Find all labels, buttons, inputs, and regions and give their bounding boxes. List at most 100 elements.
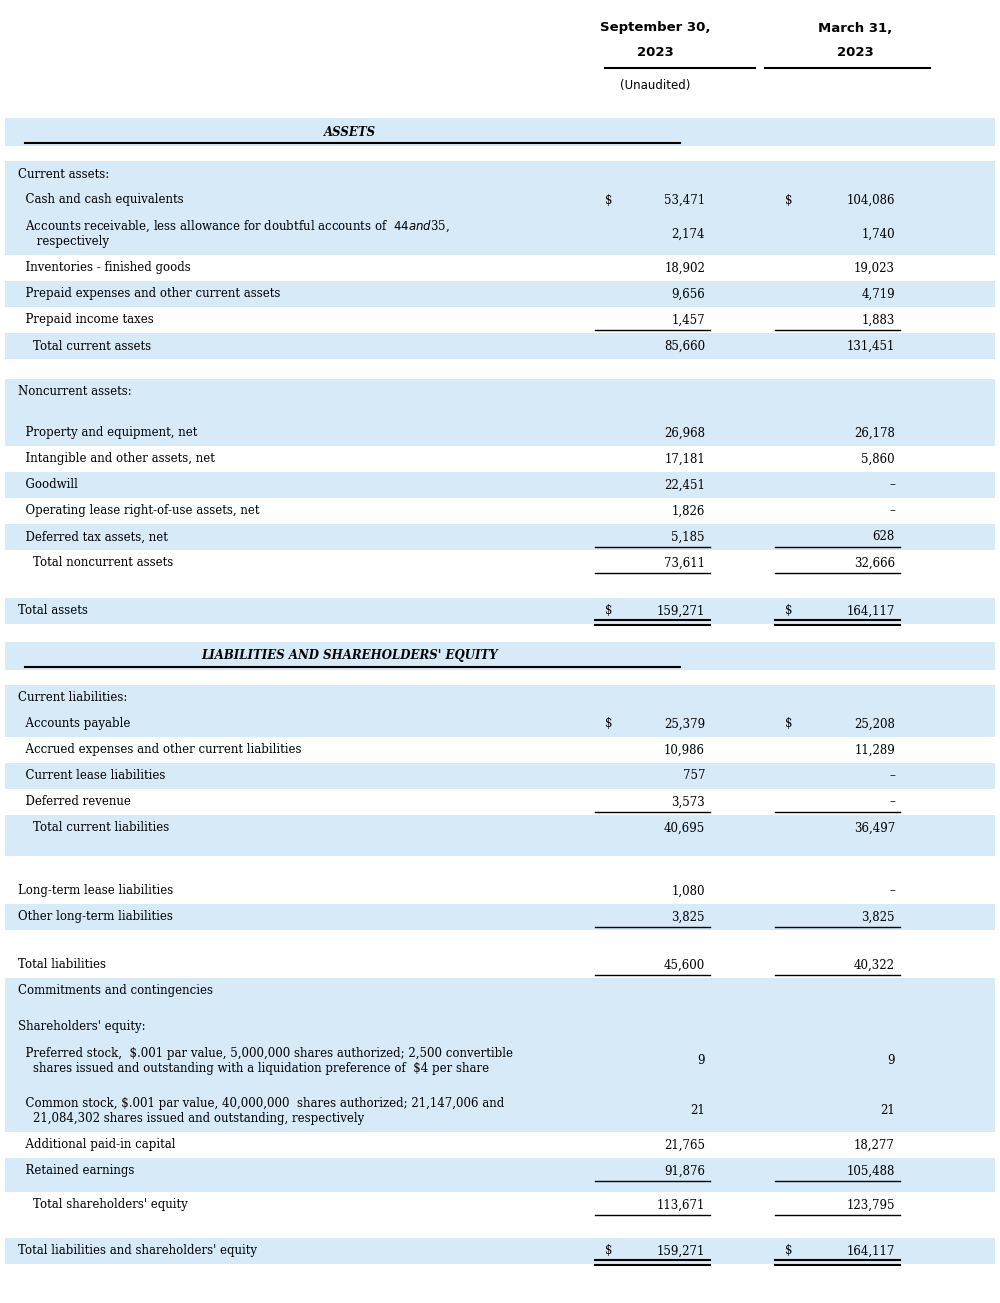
- Text: 164,117: 164,117: [847, 605, 895, 618]
- Text: 53,471: 53,471: [664, 194, 705, 206]
- Text: 4,719: 4,719: [861, 288, 895, 301]
- Text: 18,902: 18,902: [664, 262, 705, 275]
- Text: 5,185: 5,185: [672, 530, 705, 543]
- Text: 25,208: 25,208: [854, 718, 895, 731]
- Bar: [5, 524, 995, 550]
- Text: September 30,: September 30,: [600, 22, 710, 34]
- Text: 131,451: 131,451: [847, 340, 895, 353]
- Text: Noncurrent assets:: Noncurrent assets:: [18, 386, 132, 399]
- Text: 628: 628: [873, 530, 895, 543]
- Text: 11,289: 11,289: [854, 744, 895, 757]
- Text: 19,023: 19,023: [854, 262, 895, 275]
- Text: $: $: [785, 605, 792, 618]
- Text: 26,178: 26,178: [854, 426, 895, 439]
- Bar: [5, 764, 995, 790]
- Text: 21: 21: [880, 1105, 895, 1118]
- Text: Additional paid-in capital: Additional paid-in capital: [18, 1139, 176, 1152]
- Text: Inventories - finished goods: Inventories - finished goods: [18, 262, 191, 275]
- Text: 123,795: 123,795: [846, 1199, 895, 1212]
- Text: 5,860: 5,860: [861, 452, 895, 465]
- Text: 1,457: 1,457: [671, 314, 705, 327]
- Text: 40,695: 40,695: [664, 821, 705, 834]
- Bar: [5, 334, 995, 360]
- Text: 21: 21: [690, 1105, 705, 1118]
- Bar: [5, 979, 995, 1005]
- Text: Operating lease right-of-use assets, net: Operating lease right-of-use assets, net: [18, 504, 260, 517]
- Text: Total shareholders' equity: Total shareholders' equity: [18, 1199, 188, 1212]
- Text: 159,271: 159,271: [657, 1244, 705, 1257]
- Text: Shareholders' equity:: Shareholders' equity:: [18, 1020, 146, 1033]
- Bar: [5, 930, 995, 952]
- Text: $: $: [605, 718, 612, 731]
- Text: 73,611: 73,611: [664, 556, 705, 569]
- Text: Prepaid expenses and other current assets: Prepaid expenses and other current asset…: [18, 288, 280, 301]
- Text: 21,084,302 shares issued and outstanding, respectively: 21,084,302 shares issued and outstanding…: [18, 1113, 364, 1126]
- Text: shares issued and outstanding with a liquidation preference of  $4 per share: shares issued and outstanding with a liq…: [18, 1062, 489, 1075]
- Text: Total assets: Total assets: [18, 605, 88, 618]
- Bar: [5, 642, 995, 670]
- Text: Retained earnings: Retained earnings: [18, 1165, 134, 1178]
- Text: 91,876: 91,876: [664, 1165, 705, 1178]
- Text: LIABILITIES AND SHAREHOLDERS' EQUITY: LIABILITIES AND SHAREHOLDERS' EQUITY: [202, 649, 498, 662]
- Bar: [5, 420, 995, 446]
- Bar: [5, 1238, 995, 1264]
- Text: 2023: 2023: [637, 47, 673, 60]
- Text: –: –: [889, 770, 895, 783]
- Text: –: –: [889, 796, 895, 808]
- Text: 2,174: 2,174: [672, 228, 705, 241]
- Bar: [5, 472, 995, 498]
- Bar: [5, 146, 995, 162]
- Bar: [5, 737, 995, 764]
- Bar: [5, 904, 995, 930]
- Text: 9: 9: [888, 1054, 895, 1067]
- Text: Property and equipment, net: Property and equipment, net: [18, 426, 197, 439]
- Text: Cash and cash equivalents: Cash and cash equivalents: [18, 194, 184, 206]
- Text: 1,740: 1,740: [861, 228, 895, 241]
- Text: Commitments and contingencies: Commitments and contingencies: [18, 985, 213, 998]
- Bar: [5, 1184, 995, 1192]
- Bar: [5, 162, 995, 188]
- Text: 36,497: 36,497: [854, 821, 895, 834]
- Text: $: $: [785, 718, 792, 731]
- Bar: [5, 952, 995, 979]
- Text: 757: 757: [682, 770, 705, 783]
- Text: 25,379: 25,379: [664, 718, 705, 731]
- Text: 9,656: 9,656: [671, 288, 705, 301]
- Text: Common stock, $.001 par value, 40,000,000  shares authorized; 21,147,006 and: Common stock, $.001 par value, 40,000,00…: [18, 1097, 504, 1110]
- Bar: [5, 878, 995, 904]
- Text: Accrued expenses and other current liabilities: Accrued expenses and other current liabi…: [18, 744, 302, 757]
- Text: $: $: [605, 194, 612, 206]
- Text: 105,488: 105,488: [847, 1165, 895, 1178]
- Text: (Unaudited): (Unaudited): [620, 78, 690, 91]
- Bar: [5, 1081, 995, 1091]
- Text: 164,117: 164,117: [847, 1244, 895, 1257]
- Text: Long-term lease liabilities: Long-term lease liabilities: [18, 885, 173, 898]
- Bar: [5, 1014, 995, 1040]
- Text: $: $: [605, 1244, 612, 1257]
- Text: 3,573: 3,573: [671, 796, 705, 808]
- Bar: [5, 188, 995, 212]
- Bar: [5, 624, 995, 642]
- Bar: [5, 856, 995, 878]
- Text: Total liabilities: Total liabilities: [18, 959, 106, 972]
- Text: 85,660: 85,660: [664, 340, 705, 353]
- Bar: [5, 1005, 995, 1014]
- Text: Total current liabilities: Total current liabilities: [18, 821, 169, 834]
- Bar: [5, 790, 995, 814]
- Bar: [5, 711, 995, 737]
- Text: respectively: respectively: [18, 236, 109, 249]
- Bar: [5, 212, 995, 255]
- Text: 9: 9: [698, 1054, 705, 1067]
- Text: Preferred stock,  $.001 par value, 5,000,000 shares authorized; 2,500 convertibl: Preferred stock, $.001 par value, 5,000,…: [18, 1046, 513, 1059]
- Text: $: $: [605, 605, 612, 618]
- Text: 159,271: 159,271: [657, 605, 705, 618]
- Text: Total noncurrent assets: Total noncurrent assets: [18, 556, 173, 569]
- Bar: [5, 1192, 995, 1218]
- Bar: [5, 685, 995, 711]
- Bar: [5, 576, 995, 598]
- Bar: [5, 498, 995, 524]
- Text: 3,825: 3,825: [861, 911, 895, 924]
- Text: $: $: [785, 1244, 792, 1257]
- Text: 18,277: 18,277: [854, 1139, 895, 1152]
- Text: 1,826: 1,826: [672, 504, 705, 517]
